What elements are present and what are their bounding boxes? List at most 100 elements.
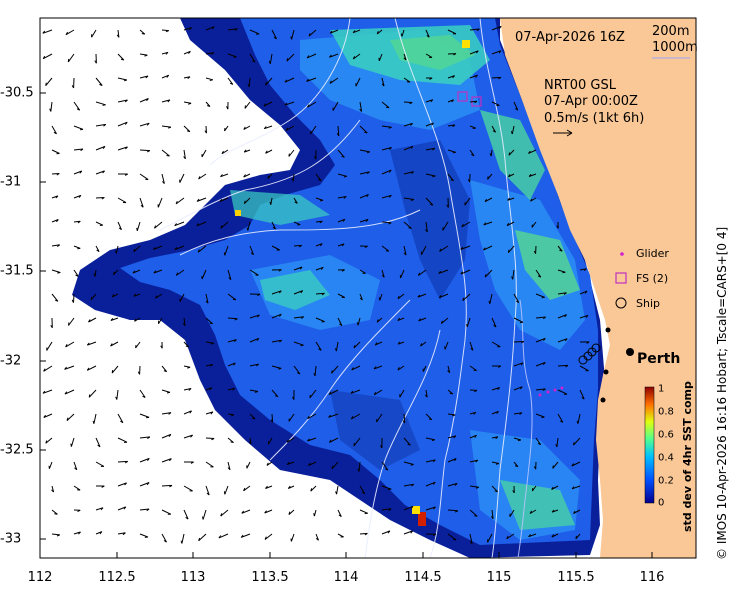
legend-fs-label: FS (2) xyxy=(636,272,668,285)
current-vector-head xyxy=(409,228,412,229)
x-tick-label: 114.5 xyxy=(404,570,441,585)
coast-marker xyxy=(604,370,609,375)
colorbar-tick: 0.2 xyxy=(658,476,674,487)
date-label: 07-Apr-2026 16Z xyxy=(515,30,625,45)
current-vector-head xyxy=(576,536,577,539)
current-vector-head xyxy=(137,228,138,231)
colorbar xyxy=(645,387,654,503)
colorbar-tick: 0.6 xyxy=(658,430,674,441)
current-vector-head xyxy=(112,370,113,373)
x-tick-label: 112.5 xyxy=(98,570,135,585)
current-vector-head xyxy=(46,83,47,86)
current-vector-head xyxy=(386,107,389,108)
legend-ship-label: Ship xyxy=(636,297,660,310)
current-vector-head xyxy=(91,297,92,300)
x-tick-label: 114 xyxy=(334,570,359,585)
x-tick-label: 116 xyxy=(640,570,665,585)
current-vector-head xyxy=(332,466,333,469)
current-vector-head xyxy=(357,322,358,325)
model-label: NRT00 GSL xyxy=(544,78,616,93)
current-vector-head xyxy=(54,514,57,515)
current-vector-head xyxy=(310,395,311,398)
current-vector-head xyxy=(301,345,304,346)
current-vector-head xyxy=(142,34,145,35)
current-vector-head xyxy=(278,368,281,369)
current-vector-head xyxy=(291,539,292,542)
colorbar-tick: 0.4 xyxy=(658,453,674,464)
depth-label-200m: 200m xyxy=(652,24,689,39)
current-vector-head xyxy=(453,152,456,153)
current-vector-head xyxy=(314,513,315,516)
current-vector-head xyxy=(401,34,402,37)
current-vector-head xyxy=(224,252,225,255)
current-vector-head xyxy=(542,417,545,418)
y-tick-label: -33 xyxy=(0,532,21,547)
current-vector-head xyxy=(474,516,477,517)
y-tick-label: -30.5 xyxy=(0,86,34,101)
current-vector xyxy=(293,174,294,181)
current-vector-head xyxy=(553,465,554,468)
city-label-perth: Perth xyxy=(637,351,680,367)
current-vector xyxy=(206,438,214,439)
x-tick-label: 112 xyxy=(28,570,53,585)
current-vector-head xyxy=(450,393,453,394)
sst-hotspot xyxy=(462,40,470,48)
current-vector-head xyxy=(247,228,248,231)
current-vector-head xyxy=(332,370,333,373)
legend-glider-label: Glider xyxy=(636,247,669,260)
current-vector-head xyxy=(203,517,204,520)
colorbar-tick: 1 xyxy=(658,384,664,395)
credit-text: © IMOS 10-Apr-2026 16:16 Hobart; Tscale=… xyxy=(715,227,729,560)
current-vector-head xyxy=(354,443,355,446)
current-vector-head xyxy=(233,57,236,58)
current-vector xyxy=(74,294,75,303)
current-vector-head xyxy=(379,297,380,300)
model-time-label: 07-Apr 00:00Z xyxy=(544,94,638,109)
current-vector-head xyxy=(210,323,213,324)
current-vector-head xyxy=(167,392,170,393)
y-tick-label: -31.5 xyxy=(0,264,34,279)
current-vector-head xyxy=(57,273,60,274)
current-vector-head xyxy=(103,105,106,106)
current-vector-head xyxy=(89,394,90,397)
current-vector xyxy=(404,102,412,103)
current-vector-head xyxy=(508,250,509,253)
colorbar-title: std dev of 4hr SST comp xyxy=(681,381,694,532)
current-vector-head xyxy=(71,444,72,447)
depth-label-1000m: 1000m xyxy=(652,40,698,55)
current-vector-head xyxy=(167,156,170,157)
colorbar-tick: 0.8 xyxy=(658,407,674,418)
coast-marker xyxy=(606,328,611,333)
current-vector-head xyxy=(245,105,246,108)
x-tick-label: 113.5 xyxy=(251,570,288,585)
y-tick-label: -31 xyxy=(0,175,21,190)
sst-hotspot xyxy=(412,506,420,514)
colorbar-tick: 0 xyxy=(658,498,664,509)
current-vector-head xyxy=(467,324,468,327)
coast-marker xyxy=(601,398,606,403)
current-vector-head xyxy=(231,442,234,443)
current-vector-head xyxy=(388,489,391,490)
sst-hotspot xyxy=(418,512,426,526)
current-vector-head xyxy=(518,440,521,441)
current-vector xyxy=(140,150,150,151)
current-vector-head xyxy=(289,154,290,157)
scale-label: 0.5m/s (1kt 6h) xyxy=(544,111,644,126)
y-tick-label: -32.5 xyxy=(0,443,34,458)
glider-legend-symbol xyxy=(620,252,624,256)
x-tick-label: 115 xyxy=(487,570,512,585)
current-vector-head xyxy=(210,80,213,81)
x-tick-label: 115.5 xyxy=(557,570,594,585)
perth-marker xyxy=(626,348,634,356)
current-vector-head xyxy=(344,176,347,177)
current-vector-head xyxy=(268,176,269,179)
current-vector-head xyxy=(562,272,565,273)
sst-hotspot xyxy=(235,210,241,216)
current-vector-head xyxy=(266,82,267,85)
current-vector-head xyxy=(488,176,489,179)
current-vector-head xyxy=(320,200,323,201)
x-tick-label: 113 xyxy=(181,570,206,585)
y-tick-label: -32 xyxy=(0,354,21,369)
